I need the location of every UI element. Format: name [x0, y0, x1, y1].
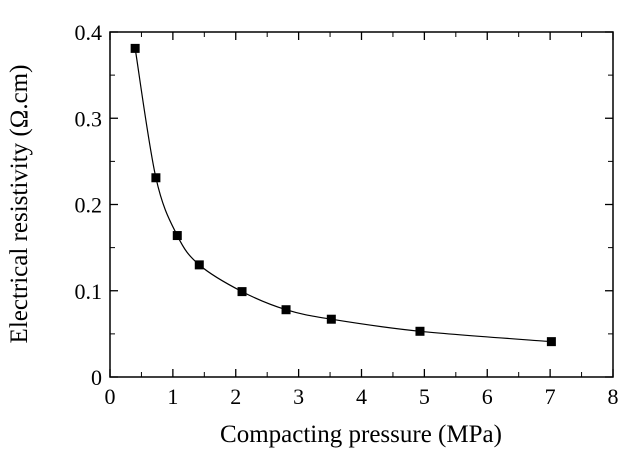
x-tick-label: 6 — [482, 384, 493, 409]
data-point-marker — [415, 326, 425, 336]
y-tick-label: 0.1 — [75, 279, 103, 304]
data-point-marker — [326, 314, 336, 324]
x-tick-label: 7 — [545, 384, 556, 409]
axes — [109, 31, 614, 378]
x-tick-label: 4 — [356, 384, 367, 409]
data-point-marker — [281, 305, 291, 315]
ticks — [109, 31, 614, 378]
series-curve — [134, 48, 552, 343]
tick-labels: 0 1 2 3 4 5 6 7 8 0 0.1 0.2 0.3 0.4 — [75, 20, 619, 409]
y-tick-label: 0.3 — [75, 106, 103, 131]
y-axis-title: Electrical resistivity (Ω.cm) — [6, 65, 33, 344]
x-tick-label: 3 — [293, 384, 304, 409]
y-tick-label: 0.2 — [75, 193, 103, 218]
data-point-marker — [194, 260, 204, 270]
plot-frame — [109, 31, 614, 378]
data-point-marker — [546, 337, 556, 347]
y-tick-label: 0 — [91, 365, 102, 390]
data-point-marker — [172, 231, 182, 241]
x-tick-label: 5 — [419, 384, 430, 409]
x-tick-label: 0 — [105, 384, 116, 409]
x-axis-title: Compacting pressure (MPa) — [220, 421, 502, 448]
data-point-marker — [151, 173, 161, 183]
y-tick-label: 0.4 — [75, 20, 103, 45]
data-point-marker — [130, 43, 140, 53]
data-markers — [130, 43, 556, 347]
data-point-marker — [237, 287, 247, 297]
x-tick-label: 1 — [167, 384, 178, 409]
x-tick-label: 8 — [608, 384, 619, 409]
x-tick-label: 2 — [230, 384, 241, 409]
